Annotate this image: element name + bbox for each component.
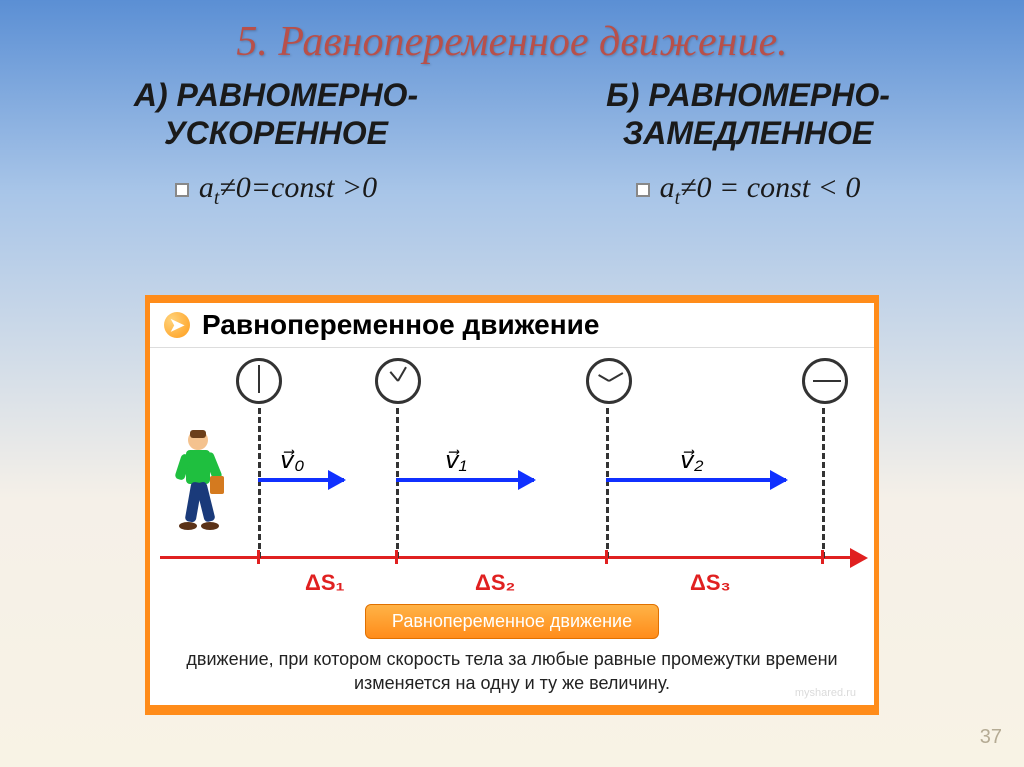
clock-icon bbox=[236, 358, 282, 404]
diagram-title-bar: ➤ Равнопеременное движение bbox=[150, 303, 874, 348]
axis-tick bbox=[605, 550, 608, 564]
col-b-header: Б) РАВНОМЕРНО- ЗАМЕДЛЕННОЕ bbox=[531, 76, 965, 153]
velocity-arrow bbox=[258, 478, 344, 482]
col-b-line2: ЗАМЕДЛЕННОЕ bbox=[623, 115, 874, 151]
badge-wrap: Равнопеременное движение bbox=[150, 604, 874, 639]
delta-label: ΔS₂ bbox=[475, 570, 515, 596]
columns: А) РАВНОМЕРНО- УСКОРЕННОЕ at≠0=const >0 … bbox=[0, 66, 1024, 210]
col-a-formula: at≠0=const >0 bbox=[199, 171, 377, 210]
dashed-divider bbox=[822, 408, 825, 558]
diagram-badge: Равнопеременное движение bbox=[365, 604, 659, 639]
col-a-header: А) РАВНОМЕРНО- УСКОРЕННОЕ bbox=[59, 76, 493, 153]
motion-axis bbox=[160, 556, 864, 559]
velocity-label: v⃗₁ bbox=[445, 446, 467, 475]
diagram-title: Равнопеременное движение bbox=[202, 309, 599, 341]
delta-label: ΔS₁ bbox=[305, 570, 345, 596]
axis-tick bbox=[395, 550, 398, 564]
axis-arrowhead-icon bbox=[850, 548, 868, 568]
dashed-divider bbox=[606, 408, 609, 558]
dashed-divider bbox=[258, 408, 261, 558]
col-b-line1: Б) РАВНОМЕРНО- bbox=[606, 77, 890, 113]
col-a-line2: УСКОРЕННОЕ bbox=[164, 115, 388, 151]
column-b: Б) РАВНОМЕРНО- ЗАМЕДЛЕННОЕ at≠0 = const … bbox=[531, 76, 965, 210]
diagram-area: v⃗₀ v⃗₁ v⃗₂ ΔS₁ ΔS₂ ΔS₃ bbox=[150, 348, 874, 608]
velocity-label: v⃗₂ bbox=[680, 446, 703, 475]
clock-icon bbox=[375, 358, 421, 404]
clock-icon bbox=[586, 358, 632, 404]
dashed-divider bbox=[396, 408, 399, 558]
col-a-formula-row: at≠0=const >0 bbox=[59, 171, 493, 210]
bullet-icon bbox=[636, 183, 650, 197]
bullet-icon bbox=[175, 183, 189, 197]
velocity-arrow bbox=[606, 478, 786, 482]
page-number: 37 bbox=[980, 726, 1002, 749]
watermark: myshared.ru bbox=[795, 687, 856, 699]
diagram-box: ➤ Равнопеременное движение v⃗₀ v⃗₁ v⃗₂ ΔS₁ Δ… bbox=[145, 295, 879, 715]
velocity-arrow bbox=[396, 478, 534, 482]
person-icon bbox=[170, 428, 230, 538]
velocity-label: v⃗₀ bbox=[280, 446, 304, 475]
delta-label: ΔS₃ bbox=[690, 570, 731, 596]
back-arrow-icon: ➤ bbox=[164, 312, 190, 338]
clock-icon bbox=[802, 358, 848, 404]
definition-text: движение, при котором скорость тела за л… bbox=[150, 639, 874, 700]
slide-title: 5. Равнопеременное движение. bbox=[0, 0, 1024, 66]
col-b-formula-row: at≠0 = const < 0 bbox=[531, 171, 965, 210]
col-a-line1: А) РАВНОМЕРНО- bbox=[134, 77, 418, 113]
col-b-formula: at≠0 = const < 0 bbox=[660, 171, 861, 210]
axis-tick bbox=[821, 550, 824, 564]
column-a: А) РАВНОМЕРНО- УСКОРЕННОЕ at≠0=const >0 bbox=[59, 76, 493, 210]
axis-tick bbox=[257, 550, 260, 564]
